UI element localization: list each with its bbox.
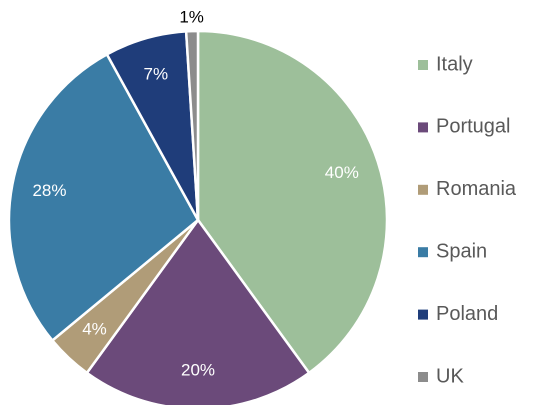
legend-label: UK [436,365,464,387]
pie-slice [196,29,389,375]
legend-label: Romania [436,178,517,200]
data-label: 40% [325,163,359,182]
legend-swatch [418,247,428,258]
legend-swatch [418,60,428,70]
pie-slice [7,52,200,343]
data-label: 4% [82,320,107,339]
pie-slice [85,217,311,405]
pie-slice [184,29,200,221]
data-label: 20% [181,361,215,380]
legend-label: Portugal [436,116,511,138]
legend-swatch [418,372,428,382]
legend-label: Italy [436,53,473,75]
data-label: 28% [32,181,66,200]
data-label: 1% [179,7,204,26]
data-label: 7% [144,64,169,83]
legend-swatch [418,184,428,195]
legend-label: Poland [436,303,498,325]
legend-swatch [418,309,428,320]
legend-swatch [418,122,428,133]
legend-label: Spain [436,240,487,262]
